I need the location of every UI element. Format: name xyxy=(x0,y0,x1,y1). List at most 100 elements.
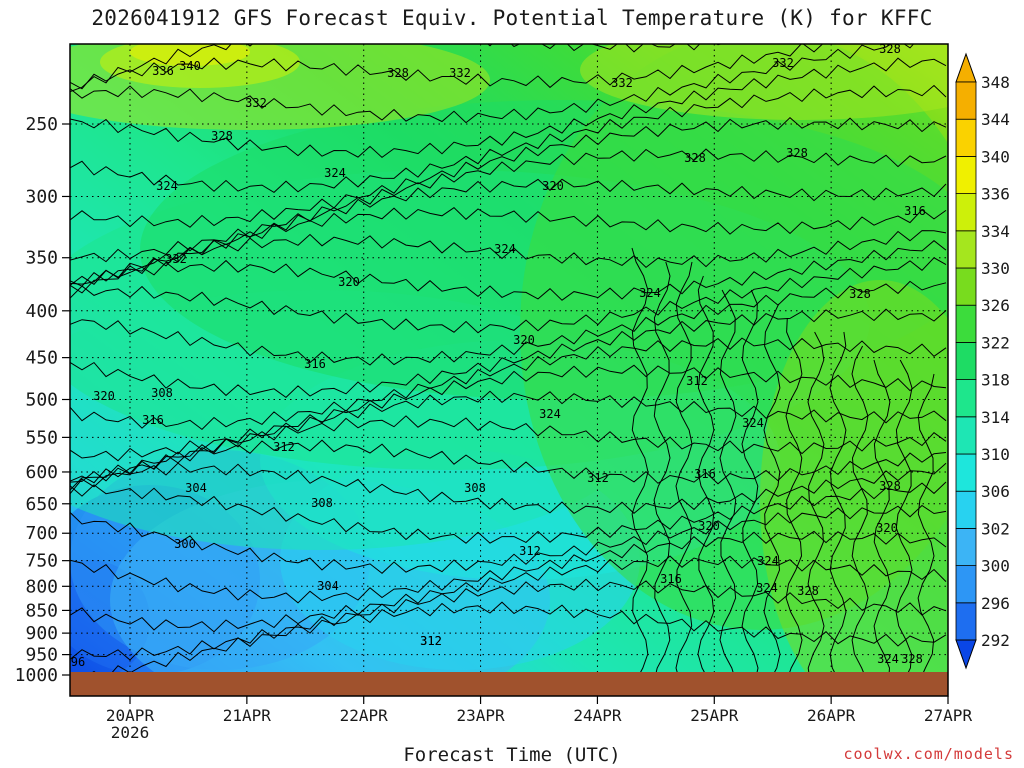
contour-label: 324 xyxy=(742,416,764,430)
x-tick-label: 23APR xyxy=(456,706,505,725)
contour-line xyxy=(70,257,947,334)
contour-line xyxy=(873,359,891,696)
contour-line xyxy=(70,504,947,574)
colorbar-segment xyxy=(955,602,977,641)
contour-label: 340 xyxy=(179,59,201,73)
x-tick-label: 22APR xyxy=(340,706,389,725)
contour-label: 300 xyxy=(174,537,196,551)
y-tick-label: 800 xyxy=(25,576,58,597)
colorbar-label: 340 xyxy=(981,147,1010,166)
y-tick-label: 250 xyxy=(25,114,58,135)
contour-line xyxy=(70,44,755,93)
colorbar-label: 336 xyxy=(981,185,1010,204)
contour-line xyxy=(70,337,947,431)
contour-line xyxy=(917,373,935,696)
x-tick-label: 24APR xyxy=(573,706,622,725)
contour-label: 320 xyxy=(698,519,720,533)
colorbar-segment xyxy=(955,155,977,194)
x-tick-label: 25APR xyxy=(690,706,739,725)
contour-label: 324 xyxy=(756,581,778,595)
contour-label: 316 xyxy=(694,467,716,481)
contour-label: 332 xyxy=(772,56,794,70)
contour-label: 320 xyxy=(876,521,898,535)
contour-line xyxy=(70,44,915,124)
y-tick-label: 700 xyxy=(25,523,58,544)
contour-line xyxy=(70,481,947,544)
contour-label: 324 xyxy=(757,554,779,568)
colorbar-label: 330 xyxy=(981,259,1010,278)
contour-line xyxy=(70,390,947,484)
contour-line xyxy=(807,331,825,696)
contour-line xyxy=(653,261,671,696)
contour-line xyxy=(785,317,803,696)
contour-label: 308 xyxy=(464,481,486,495)
y-tick-label: 500 xyxy=(25,390,58,411)
colorbar-segment xyxy=(955,490,977,529)
contour-label: 312 xyxy=(686,374,708,388)
y-tick-label: 900 xyxy=(25,623,58,644)
contour-line xyxy=(70,280,947,366)
colorbar-segment xyxy=(955,416,977,455)
contour-line xyxy=(70,57,947,159)
contour-label: 320 xyxy=(93,389,115,403)
colorbar: 292 296 300 302 306 310 314 318 322 326 330 334 336 3… xyxy=(955,52,1010,670)
contour-label: 336 xyxy=(152,64,174,78)
contour-line xyxy=(70,439,947,491)
contour-line xyxy=(70,178,947,287)
colorbar-segment xyxy=(955,453,977,492)
contour-label: 304 xyxy=(185,481,207,495)
contour-label: 320 xyxy=(338,275,360,289)
contour-label: 328 xyxy=(684,151,706,165)
contour-label: 320 xyxy=(513,333,535,347)
contour-line xyxy=(70,84,947,194)
y-tick-label: 650 xyxy=(25,494,58,515)
contour-label: 304 xyxy=(317,579,339,593)
colorbar-label: 300 xyxy=(981,557,1010,576)
contour-line xyxy=(70,207,947,294)
contour-line xyxy=(70,230,947,285)
contour-label: 328 xyxy=(211,129,233,143)
colorbar-segment xyxy=(955,304,977,343)
contour-label: 328 xyxy=(849,287,871,301)
contour-label: 316 xyxy=(904,204,926,218)
x-tick-label: 27APR xyxy=(924,706,973,725)
colorbar-segment xyxy=(955,565,977,604)
contour-label: 312 xyxy=(587,471,609,485)
contour-line xyxy=(719,289,737,696)
credit-link[interactable]: coolwx.com/models xyxy=(843,745,1014,763)
colorbar-label: 322 xyxy=(981,333,1010,352)
y-tick-label: 950 xyxy=(25,645,58,666)
contour-label: 316 xyxy=(660,572,682,586)
colorbar-label: 314 xyxy=(981,408,1010,427)
colorbar-bottom-arrow xyxy=(955,639,977,670)
contour-label: 324 xyxy=(877,652,899,666)
x-year-label: 2026 xyxy=(111,723,150,742)
contour-label: 316 xyxy=(304,357,326,371)
contour-label: 328 xyxy=(797,584,819,598)
colorbar-segment xyxy=(955,118,977,157)
contour-label: 320 xyxy=(542,179,564,193)
contour-line xyxy=(70,530,947,604)
x-axis-title: Forecast Time (UTC) xyxy=(403,744,621,766)
contour-label: 324 xyxy=(639,286,661,300)
colorbar-label: 348 xyxy=(981,73,1010,92)
y-tick-label: 400 xyxy=(25,301,58,322)
colorbar-label: 310 xyxy=(981,445,1010,464)
x-tick-label: 20APR xyxy=(106,706,155,725)
colorbar-label: 344 xyxy=(981,110,1010,129)
colorbar-top-arrow xyxy=(955,52,977,83)
y-tick-label: 300 xyxy=(25,186,58,207)
contour-line xyxy=(829,331,847,696)
colorbar-segment xyxy=(955,341,977,380)
x-tick-label: 21APR xyxy=(223,706,272,725)
contour-line xyxy=(70,578,947,661)
contour-label: 328 xyxy=(879,479,901,493)
colorbar-label: 292 xyxy=(981,631,1010,650)
contour-label: 312 xyxy=(420,634,442,648)
contour-label: 312 xyxy=(420,634,442,648)
contour-line xyxy=(763,303,781,696)
x-axis: 20APR 21APR 22APR 23APR 24APR 25APR 26APR 27APR… xyxy=(106,696,973,742)
contour-label: 324 xyxy=(156,179,178,193)
